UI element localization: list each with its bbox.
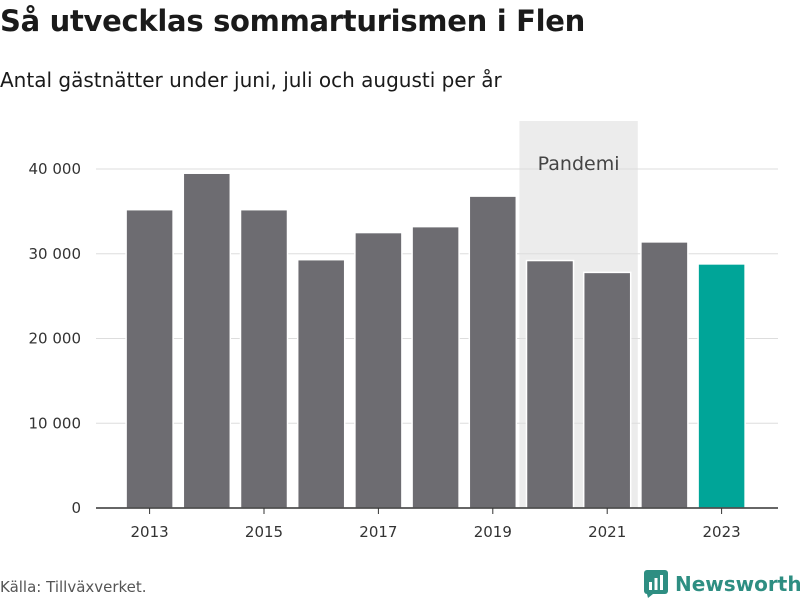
x-tick-label: 2015 bbox=[245, 523, 283, 541]
bar-chart-logo-icon bbox=[644, 570, 668, 598]
annotation-layer: Pandemi bbox=[538, 153, 620, 175]
y-tick-label: 30 000 bbox=[29, 245, 82, 263]
axis-layer: 0 10 000 20 000 30 000 40 000 2013 2015 2017 201… bbox=[29, 160, 778, 541]
y-tick-label: 10 000 bbox=[29, 414, 82, 432]
bar-2017 bbox=[354, 231, 403, 509]
y-tick-label: 40 000 bbox=[29, 160, 82, 178]
bar-2018 bbox=[411, 225, 460, 509]
source-note: Källa: Tillväxverket. bbox=[0, 578, 147, 596]
bar-2016 bbox=[296, 258, 346, 509]
bar-2013 bbox=[125, 208, 174, 509]
brand-logo[interactable]: Newsworthy bbox=[644, 570, 800, 598]
bar-2015 bbox=[239, 208, 289, 509]
bar-layer bbox=[125, 172, 746, 509]
y-tick-label: 20 000 bbox=[29, 330, 82, 348]
x-tick-label: 2019 bbox=[474, 523, 512, 541]
chart-title: Så utvecklas sommarturismen i Flen bbox=[0, 4, 586, 38]
y-tick-label: 0 bbox=[71, 499, 81, 517]
brand-name: Newsworthy bbox=[675, 572, 800, 596]
bar-2014 bbox=[182, 172, 232, 509]
x-tick-label: 2017 bbox=[359, 523, 397, 541]
bar-2020 bbox=[525, 259, 575, 509]
x-tick-label: 2013 bbox=[131, 523, 169, 541]
x-tick-label: 2021 bbox=[588, 523, 626, 541]
bar-2021 bbox=[582, 271, 632, 509]
pandemic-label: Pandemi bbox=[538, 153, 620, 175]
bar-2023 bbox=[697, 263, 746, 509]
x-tick-label: 2023 bbox=[703, 523, 741, 541]
bar-2019 bbox=[468, 195, 518, 509]
chart-subtitle: Antal gästnätter under juni, juli och au… bbox=[0, 68, 502, 92]
bar-2022 bbox=[640, 241, 689, 509]
